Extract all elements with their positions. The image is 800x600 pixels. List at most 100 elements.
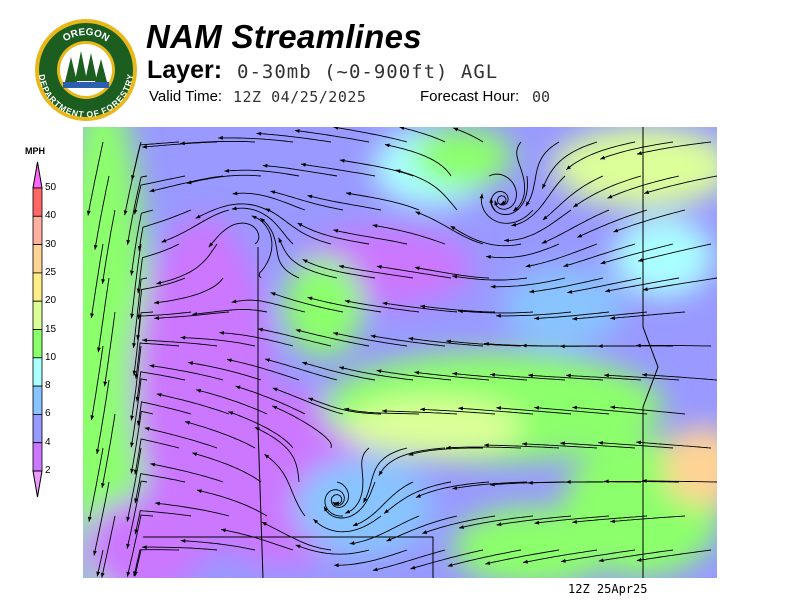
streamline-arrowhead <box>459 525 464 529</box>
streamline <box>560 442 636 449</box>
streamline-arrowhead <box>130 442 134 448</box>
streamline <box>450 225 522 247</box>
streamline <box>447 549 522 567</box>
streamline-arrowhead <box>294 129 300 133</box>
streamline <box>484 444 560 449</box>
streamline <box>265 208 332 245</box>
streamline <box>137 243 180 294</box>
streamline <box>126 447 142 522</box>
streamline <box>232 192 306 211</box>
streamline-arrowhead <box>384 509 389 514</box>
streamline <box>525 141 560 207</box>
streamline-arrowhead <box>528 480 533 485</box>
streamline-arrowhead <box>636 558 642 562</box>
streamline-arrowhead <box>90 415 95 421</box>
streamline-arrowhead <box>572 519 578 524</box>
svg-text:OREGON: OREGON <box>61 27 111 44</box>
streamline-arrowhead <box>370 334 376 339</box>
streamline-arrowhead <box>560 344 565 349</box>
streamline-arrowhead <box>270 190 276 195</box>
streamline-arrowhead <box>134 529 139 535</box>
streamline-arrowhead <box>87 516 92 522</box>
streamline <box>504 209 572 242</box>
streamline-arrowhead <box>218 135 223 140</box>
legend-tick-label: 15 <box>45 323 57 335</box>
streamline <box>219 332 294 347</box>
streamline-arrowhead <box>133 571 137 577</box>
streamline <box>458 310 534 314</box>
streamline <box>131 141 180 181</box>
streamline-arrowhead <box>86 210 91 216</box>
streamline-arrowhead <box>308 397 314 402</box>
streamline <box>333 332 408 347</box>
streamline-arrowhead <box>270 292 276 296</box>
streamline <box>130 410 154 474</box>
streamline <box>496 311 572 317</box>
streamline <box>349 515 420 545</box>
legend-tick-label: 8 <box>45 380 51 392</box>
streamline-arrowhead <box>496 522 502 527</box>
streamline <box>496 515 572 526</box>
streamline <box>565 141 636 171</box>
streamline <box>572 515 648 523</box>
streamline-arrowhead <box>134 498 138 504</box>
streamline <box>603 480 679 483</box>
streamline <box>161 209 230 243</box>
streamline-arrowhead <box>180 538 186 543</box>
streamline-arrowhead <box>610 405 616 410</box>
streamline-arrowhead <box>485 561 491 565</box>
streamline-arrowhead <box>144 427 150 431</box>
streamline-arrowhead <box>420 407 425 412</box>
streamline-arrowhead <box>100 572 105 578</box>
streamline <box>90 243 104 319</box>
forecast-hour-label: Forecast Hour: <box>420 88 520 105</box>
streamline <box>541 209 610 244</box>
legend-swatch <box>32 215 43 246</box>
streamline-arrowhead <box>257 327 263 332</box>
streamline-arrowhead <box>126 516 131 522</box>
streamline <box>137 311 192 340</box>
streamline-arrowhead <box>333 229 339 233</box>
streamline-arrowhead <box>453 127 459 132</box>
streamline <box>264 358 338 381</box>
streamline <box>610 515 686 523</box>
streamline-arrowhead <box>300 162 306 167</box>
streamline <box>636 141 712 155</box>
streamline <box>338 265 414 279</box>
streamline <box>300 163 376 177</box>
streamline-arrowhead <box>265 208 271 213</box>
streamline-arrowhead <box>446 445 451 450</box>
streamline-arrowhead <box>133 469 138 475</box>
streamline <box>184 421 256 449</box>
streamline <box>446 340 522 347</box>
streamline <box>134 473 186 504</box>
streamline <box>192 452 262 483</box>
streamline-arrowhead <box>192 311 198 316</box>
streamline-map <box>83 127 717 578</box>
streamline-arrowhead <box>636 440 641 445</box>
streamline-arrowhead <box>126 571 131 577</box>
streamline-arrowhead <box>399 127 405 131</box>
streamline <box>333 127 408 143</box>
valid-time-label: Valid Time: <box>149 88 223 105</box>
legend-tick-label: 2 <box>45 465 51 476</box>
streamline <box>490 277 566 288</box>
streamline-arrowhead <box>133 209 138 215</box>
streamline-arrowhead <box>265 358 270 363</box>
streamline-arrowhead <box>130 270 134 276</box>
streamline-arrowhead <box>566 373 571 378</box>
streamline-arrowhead <box>486 255 491 259</box>
streamline-arrowhead <box>192 452 198 457</box>
streamline-arrowhead <box>489 198 494 203</box>
oregon-department-of-forestry-logo: OREGON DEPARTMENT OF FORESTRY <box>35 19 137 121</box>
streamline-arrowhead <box>525 201 530 207</box>
streamline-arrowhead <box>563 263 569 267</box>
streamline-arrowhead <box>208 242 214 248</box>
streamline <box>422 515 496 534</box>
streamline-arrowhead <box>560 441 565 446</box>
streamline <box>133 277 148 348</box>
streamline <box>345 447 370 514</box>
streamline <box>496 407 572 415</box>
streamline-arrowhead <box>156 280 162 285</box>
streamline <box>254 426 300 483</box>
